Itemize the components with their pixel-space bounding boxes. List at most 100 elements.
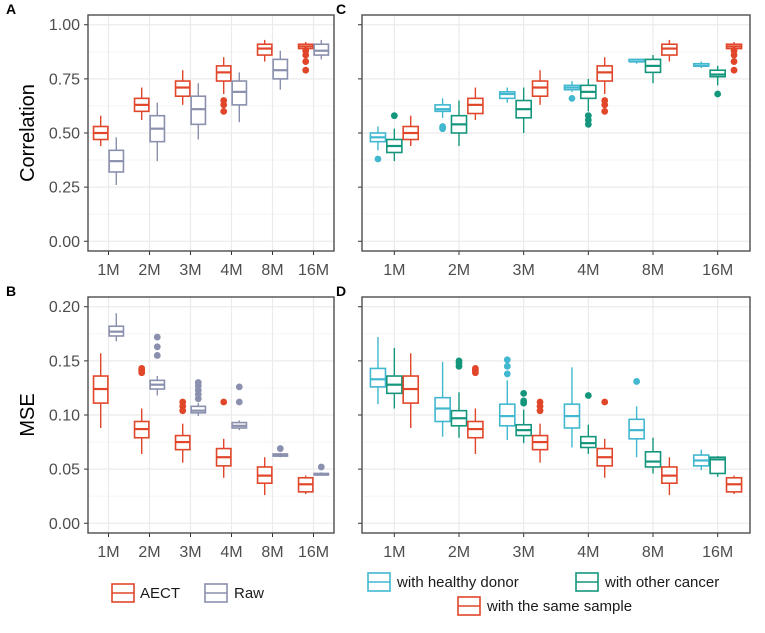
outlier-point xyxy=(503,356,511,364)
box-same-8m xyxy=(661,457,678,496)
box-aect-4m xyxy=(215,398,232,478)
legend-label-aect: AECT xyxy=(140,585,180,602)
box-healthy-16m xyxy=(692,61,710,69)
box-raw-8m xyxy=(272,445,289,458)
x-tick-label: 2M xyxy=(138,262,160,279)
box-aect-3m xyxy=(174,398,191,463)
x-tick-label: 1M xyxy=(383,262,405,279)
box-raw-1m xyxy=(108,137,125,185)
outlier-point xyxy=(276,445,284,452)
y-tick-label: 0.10 xyxy=(49,408,80,425)
box-raw-1m xyxy=(108,313,125,342)
box-raw-16m xyxy=(313,39,330,60)
box-same-3m xyxy=(531,398,549,463)
box-same-8m xyxy=(661,39,678,62)
box-body xyxy=(369,367,387,388)
box-healthy-1m xyxy=(369,337,387,405)
outlier-point xyxy=(138,365,146,372)
outlier-point xyxy=(714,90,722,98)
outlier-point xyxy=(601,97,609,104)
y-tick-label: 0.00 xyxy=(49,234,80,251)
x-tick-label: 1M xyxy=(97,544,119,561)
y-axis-label: MSE xyxy=(17,393,39,436)
panel-letter: A xyxy=(6,1,16,17)
outlier-point xyxy=(536,398,544,406)
box-raw-8m xyxy=(272,50,289,90)
x-tick-label: 16M xyxy=(702,262,733,279)
box-aect-4m xyxy=(215,57,232,115)
box-same-3m xyxy=(531,70,549,105)
box-body xyxy=(709,456,727,475)
box-same-2m xyxy=(467,365,484,454)
box-aect-3m xyxy=(174,70,191,105)
outlier-point xyxy=(302,66,310,74)
legend-label-healthy: with healthy donor xyxy=(396,574,519,591)
outlier-point xyxy=(302,58,310,65)
box-aect-2m xyxy=(133,87,150,121)
legend-label-same: with the same sample xyxy=(486,598,632,615)
box-other-16m xyxy=(709,456,727,477)
box-healthy-3m xyxy=(498,356,516,440)
box-other-2m xyxy=(450,357,468,438)
box-healthy-2m xyxy=(434,361,451,437)
outlier-point xyxy=(390,112,398,120)
outlier-point xyxy=(317,463,325,471)
x-tick-label: 3M xyxy=(513,544,535,561)
box-raw-4m xyxy=(231,383,248,431)
plot-border xyxy=(87,14,335,252)
y-tick-label: 0.75 xyxy=(49,71,80,88)
y-tick-label: 0.20 xyxy=(49,299,80,316)
outlier-point xyxy=(520,389,528,397)
box-other-3m xyxy=(515,389,533,444)
plot-border xyxy=(361,296,751,534)
x-tick-label: 16M xyxy=(298,544,329,561)
panel-letter: C xyxy=(336,1,346,17)
x-tick-label: 1M xyxy=(383,544,405,561)
outlier-point xyxy=(584,112,592,120)
outlier-point xyxy=(194,379,202,386)
box-healthy-8m xyxy=(628,378,645,458)
x-tick-label: 16M xyxy=(298,262,329,279)
x-tick-label: 3M xyxy=(513,262,535,279)
outlier-point xyxy=(633,378,641,385)
box-other-1m xyxy=(385,347,403,409)
outlier-point xyxy=(220,398,228,406)
box-other-8m xyxy=(644,55,662,84)
outlier-point xyxy=(153,333,161,341)
outlier-point xyxy=(730,58,738,65)
box-raw-4m xyxy=(231,72,248,123)
box-healthy-1m xyxy=(369,126,387,163)
box-body xyxy=(644,451,662,468)
panel-letter: D xyxy=(336,283,346,299)
box-healthy-16m xyxy=(692,449,710,471)
box-other-3m xyxy=(515,87,533,133)
box-raw-2m xyxy=(149,333,166,396)
box-other-8m xyxy=(644,437,662,474)
y-tick-label: 0.00 xyxy=(49,516,80,533)
x-tick-label: 16M xyxy=(702,544,733,561)
outlier-point xyxy=(568,94,576,102)
box-raw-16m xyxy=(313,463,330,476)
box-other-2m xyxy=(450,100,468,146)
outlier-point xyxy=(235,383,243,391)
outlier-point xyxy=(153,352,161,359)
outlier-point xyxy=(374,155,382,163)
box-healthy-4m xyxy=(563,81,581,102)
box-raw-2m xyxy=(149,102,166,162)
legend-left: AECT Raw xyxy=(111,583,264,603)
box-same-1m xyxy=(402,353,420,428)
outlier-point xyxy=(730,66,738,74)
box-healthy-2m xyxy=(434,98,451,133)
outlier-point xyxy=(601,398,609,406)
plot-border xyxy=(361,14,751,252)
outlier-point xyxy=(503,370,511,378)
outlier-point xyxy=(520,397,528,405)
box-healthy-8m xyxy=(628,58,645,64)
y-tick-label: 0.50 xyxy=(49,126,80,143)
x-tick-label: 4M xyxy=(577,544,599,561)
box-aect-2m xyxy=(133,365,150,454)
box-same-16m xyxy=(725,42,743,74)
x-tick-label: 8M xyxy=(642,544,664,561)
outlier-point xyxy=(584,392,592,399)
